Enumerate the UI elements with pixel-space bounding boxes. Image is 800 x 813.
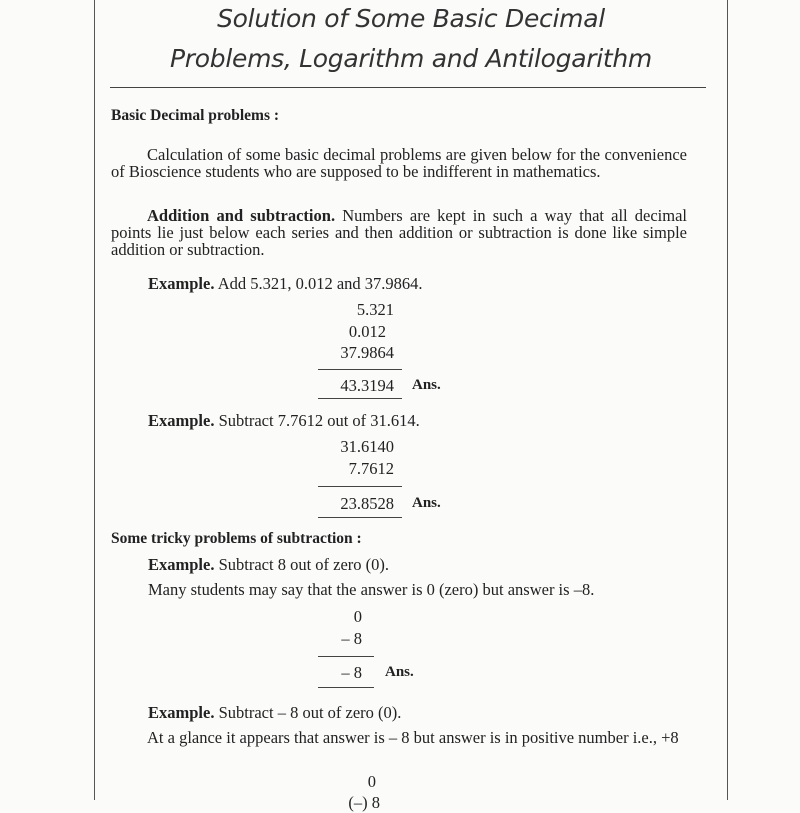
example-label: Example. [148, 703, 215, 722]
page-border-left [94, 0, 95, 800]
example-2: Example. Subtract 7.7612 out of 31.614. [148, 411, 420, 431]
example-label: Example. [148, 555, 215, 574]
add-sub-paragraph: Addition and subtraction. Numbers are ke… [111, 207, 687, 258]
page-title-line1: Solution of Some Basic Decimal [217, 4, 605, 33]
ans-label: Ans. [412, 377, 441, 393]
ex1-row: 5.321 [356, 300, 394, 319]
ex2-result: 23.8528 [340, 494, 394, 513]
ex4-row: (–) 8 [348, 793, 380, 812]
section-heading: Basic Decimal problems : [111, 107, 280, 124]
example-4: Example. Subtract – 8 out of zero (0). [148, 703, 401, 723]
sum-line [318, 517, 402, 518]
example-text: Add 5.321, 0.012 and 37.9864. [217, 274, 423, 293]
ans-label: Ans. [385, 664, 414, 680]
example-label: Example. [148, 411, 215, 430]
add-sub-label: Addition and subtraction. [147, 206, 336, 225]
sum-line [318, 398, 402, 399]
ex3-row: 0 [353, 607, 362, 626]
example-4-note: At a glance it appears that answer is – … [147, 728, 679, 747]
sum-line [318, 656, 374, 657]
example-text: Subtract 8 out of zero (0). [218, 555, 390, 574]
ex1-row: 0.012 [348, 322, 386, 341]
example-text: Subtract 7.7612 out of 31.614. [218, 411, 420, 430]
add-sub-text: Numbers are kept in such a way that all … [111, 206, 688, 259]
section-heading: Some tricky problems of subtraction : [111, 530, 362, 547]
example-label: Example. [148, 274, 215, 293]
example-text: Subtract – 8 out of zero (0). [218, 703, 402, 722]
ex2-row: 7.7612 [348, 459, 394, 478]
ex4-row: 0 [367, 772, 376, 791]
page-title-line2: Problems, Logarithm and Antilogarithm [170, 44, 652, 73]
example-3: Example. Subtract 8 out of zero (0). [148, 555, 389, 575]
ex3-row: – 8 [341, 629, 362, 648]
sum-line [318, 687, 374, 688]
intro-paragraph: Calculation of some basic decimal proble… [111, 145, 687, 181]
ex1-result: 43.3194 [340, 376, 394, 395]
ex1-row: 37.9864 [340, 343, 394, 362]
title-underline [110, 87, 706, 88]
ans-label: Ans. [412, 495, 441, 511]
example-1: Example. Add 5.321, 0.012 and 37.9864. [148, 274, 423, 294]
sum-line [318, 486, 402, 487]
example-3-note: Many students may say that the answer is… [148, 580, 595, 599]
ex3-result: – 8 [341, 663, 362, 682]
page-border-right [727, 0, 728, 800]
ex2-row: 31.6140 [340, 437, 394, 456]
sum-line [318, 369, 402, 370]
